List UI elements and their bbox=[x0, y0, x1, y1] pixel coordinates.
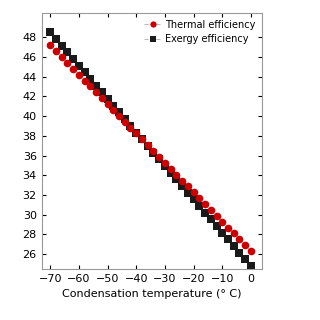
X-axis label: Condensation temperature (° C): Condensation temperature (° C) bbox=[62, 289, 242, 299]
Point bbox=[151, 150, 156, 155]
Point bbox=[88, 76, 93, 82]
Point bbox=[151, 148, 156, 154]
Point bbox=[156, 156, 162, 162]
Point bbox=[122, 119, 127, 124]
Point bbox=[140, 137, 145, 142]
Point bbox=[237, 237, 242, 242]
Point bbox=[105, 101, 110, 107]
Point bbox=[208, 207, 213, 212]
Point bbox=[140, 137, 145, 142]
Point bbox=[65, 60, 70, 66]
Point bbox=[156, 155, 162, 160]
Point bbox=[59, 54, 64, 60]
Point bbox=[105, 97, 110, 102]
Point bbox=[225, 225, 230, 230]
Point bbox=[197, 203, 202, 208]
Point bbox=[208, 217, 213, 222]
Point bbox=[145, 143, 150, 148]
Point bbox=[128, 123, 133, 128]
Point bbox=[225, 236, 230, 242]
Point bbox=[203, 210, 208, 215]
Point bbox=[111, 103, 116, 108]
Point bbox=[197, 196, 202, 201]
Point bbox=[191, 190, 196, 195]
Point bbox=[59, 43, 64, 48]
Point bbox=[203, 202, 208, 207]
Point bbox=[82, 70, 87, 75]
Point bbox=[134, 131, 139, 136]
Point bbox=[99, 90, 104, 95]
Point bbox=[48, 30, 53, 35]
Point bbox=[174, 177, 179, 182]
Point bbox=[248, 249, 253, 254]
Legend: Thermal efficiency, Exergy efficiency: Thermal efficiency, Exergy efficiency bbox=[142, 18, 258, 46]
Point bbox=[48, 43, 53, 48]
Point bbox=[220, 230, 225, 235]
Point bbox=[111, 108, 116, 113]
Point bbox=[237, 250, 242, 255]
Point bbox=[53, 49, 59, 54]
Point bbox=[76, 72, 81, 77]
Point bbox=[248, 263, 253, 268]
Point bbox=[71, 66, 76, 71]
Point bbox=[122, 116, 127, 122]
Point bbox=[168, 170, 173, 175]
Point bbox=[53, 36, 59, 42]
Point bbox=[231, 231, 236, 236]
Point bbox=[174, 172, 179, 177]
Point bbox=[191, 196, 196, 202]
Point bbox=[128, 125, 133, 130]
Point bbox=[168, 166, 173, 171]
Point bbox=[185, 190, 190, 195]
Point bbox=[82, 78, 87, 83]
Point bbox=[134, 130, 139, 135]
Point bbox=[162, 163, 167, 168]
Point bbox=[162, 160, 167, 165]
Point bbox=[214, 223, 219, 228]
Point bbox=[180, 178, 185, 183]
Point bbox=[243, 257, 248, 262]
Point bbox=[220, 219, 225, 224]
Point bbox=[185, 184, 190, 189]
Point bbox=[71, 57, 76, 62]
Point bbox=[88, 84, 93, 89]
Point bbox=[65, 50, 70, 55]
Point bbox=[214, 213, 219, 218]
Point bbox=[99, 96, 104, 101]
Point bbox=[116, 110, 122, 115]
Point bbox=[76, 63, 81, 68]
Point bbox=[243, 243, 248, 248]
Point bbox=[116, 113, 122, 118]
Point bbox=[93, 90, 99, 95]
Point bbox=[180, 183, 185, 188]
Point bbox=[231, 243, 236, 248]
Point bbox=[145, 143, 150, 148]
Point bbox=[93, 83, 99, 88]
